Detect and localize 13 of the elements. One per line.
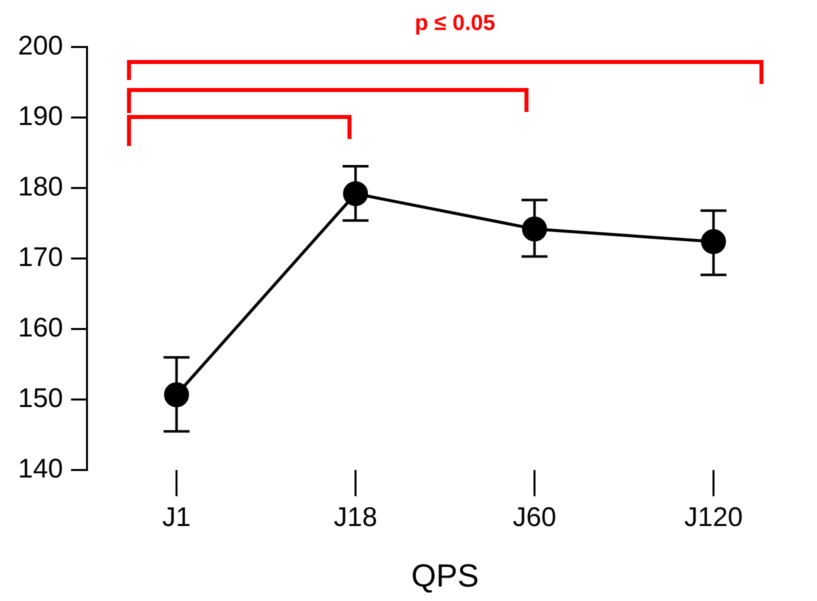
x-axis-title: QPS — [411, 558, 479, 594]
x-tick-label: J60 — [512, 502, 556, 532]
y-tick-label: 200 — [18, 30, 64, 60]
y-tick-label: 140 — [18, 454, 64, 484]
x-tick-label: J18 — [334, 502, 378, 532]
x-tick-label: J120 — [684, 502, 743, 532]
y-tick-label: 190 — [18, 100, 64, 131]
y-tick-label: 150 — [18, 383, 64, 414]
y-tick-label: 180 — [18, 172, 64, 202]
y-tick-label: 160 — [18, 312, 64, 343]
x-tick-label: J1 — [162, 502, 191, 532]
y-tick-label: 170 — [18, 242, 64, 272]
text: p ≤ 0.05 — [414, 10, 496, 36]
